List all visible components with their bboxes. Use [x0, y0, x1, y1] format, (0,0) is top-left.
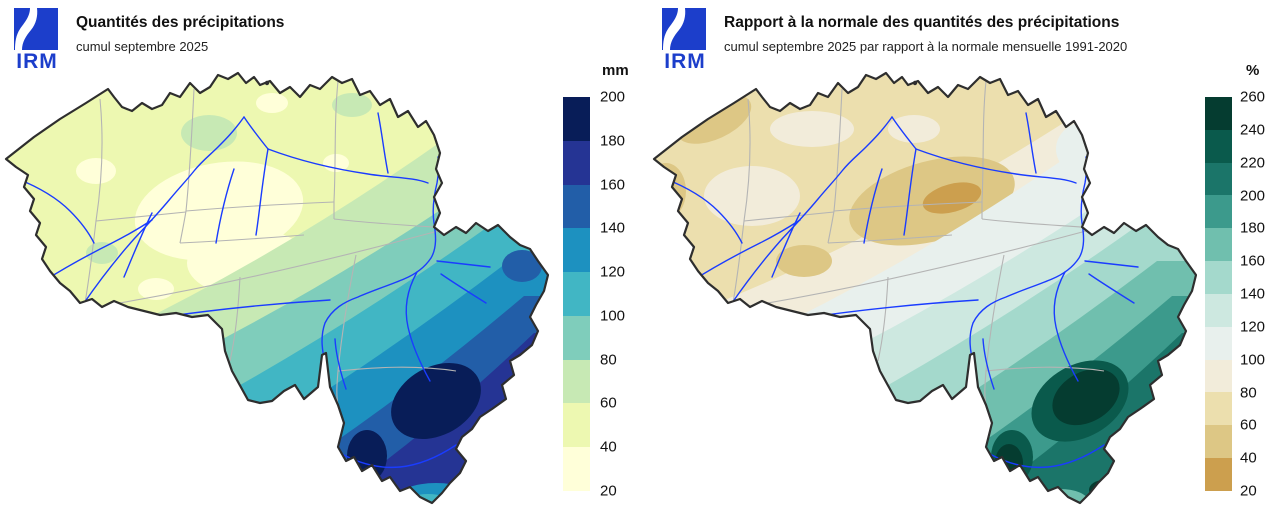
legend-color-block: [1205, 425, 1232, 459]
legend-tick-label: 140: [1240, 285, 1266, 303]
panel-precipitation-amount: IRM Quantités des précipitations cumul s…: [4, 8, 629, 505]
legend-unit: mm: [602, 62, 629, 79]
map-title: Quantités des précipitations: [76, 14, 285, 31]
legend-tick-label: 20: [600, 482, 617, 500]
enclave-dot: [912, 80, 918, 86]
country-border: [652, 71, 1197, 505]
legend-tick-label: 40: [600, 438, 617, 456]
map-subtitle: cumul septembre 2025 par rapport à la no…: [724, 39, 1128, 54]
legend-tick-label: 220: [1240, 154, 1266, 172]
legend-color-block: [1205, 359, 1232, 393]
legend-color-block: [563, 403, 590, 448]
legend-tick-label: 20: [1240, 482, 1257, 500]
legend-tick-label: 180: [1240, 219, 1266, 237]
legend-color-block: [1205, 195, 1232, 229]
legend-tick-label: 80: [600, 351, 617, 369]
legend-tick-label: 200: [600, 88, 626, 106]
irm-logo-text: IRM: [16, 50, 58, 73]
panel-precipitation-ratio: IRM Rapport à la normale des quantités d…: [648, 0, 1280, 507]
legend-color-block: [563, 315, 590, 360]
legend-tick-label: 160: [1240, 252, 1266, 270]
contour-fill-layer: [654, 73, 1196, 503]
legend-colorbar: [563, 97, 590, 491]
map-title: Rapport à la normale des quantités des p…: [724, 14, 1120, 31]
legend-color-block: [563, 97, 590, 141]
legend-tick-label: 140: [600, 219, 626, 237]
legend-color-block: [1205, 97, 1232, 130]
legend-color-block: [563, 184, 590, 229]
country-border: [4, 71, 549, 505]
belgium-map-precipitation-amount: [4, 71, 549, 505]
legend-color-block: [1205, 326, 1232, 360]
legend-color-block: [1205, 228, 1232, 262]
irm-logo: IRM: [662, 8, 720, 76]
legend-tick-label: 80: [1240, 384, 1257, 401]
legend-tick-label: 240: [1240, 121, 1266, 139]
enclave-dot: [264, 80, 270, 86]
legend-color-block: [1205, 293, 1232, 327]
map-subtitle: cumul septembre 2025: [76, 39, 209, 54]
irm-logo-text: IRM: [664, 50, 706, 73]
legend-tick-label: 120: [600, 263, 626, 281]
legend-color-block: [563, 272, 590, 316]
contour-fill-layer: [6, 73, 548, 503]
legend-tick-label: 100: [1240, 351, 1266, 369]
legend-color-block: [1205, 392, 1232, 426]
legend-color-block: [1205, 261, 1232, 294]
legend-tick-label: 60: [600, 394, 617, 412]
legend-color-block: [563, 447, 590, 491]
irm-logo-mark: [14, 8, 58, 50]
legend-unit: %: [1246, 62, 1260, 79]
legend-color-block: [1205, 458, 1232, 491]
legend-color-block: [1205, 129, 1232, 163]
belgium-map-precipitation-ratio: [652, 71, 1197, 505]
legend-color-block: [563, 228, 590, 273]
legend-tick-label: 100: [600, 307, 626, 325]
legend-color-block: [1205, 162, 1232, 196]
legend-tick-label: 200: [1240, 187, 1266, 204]
irm-logo: IRM: [14, 8, 72, 76]
legend-tick-label: 120: [1240, 318, 1266, 336]
province-borders-layer: [731, 80, 1105, 406]
legend-color-block: [563, 140, 590, 185]
legend-tick-label: 40: [1240, 449, 1257, 467]
legend-tick-label: 180: [600, 132, 626, 150]
legend-tick-label: 160: [600, 176, 626, 194]
irm-logo-mark: [662, 8, 706, 50]
legend-tick-label: 260: [1240, 88, 1266, 106]
legend-color-block: [563, 359, 590, 404]
legend-tick-label: 60: [1240, 416, 1257, 434]
legend-colorbar: [1205, 97, 1232, 491]
